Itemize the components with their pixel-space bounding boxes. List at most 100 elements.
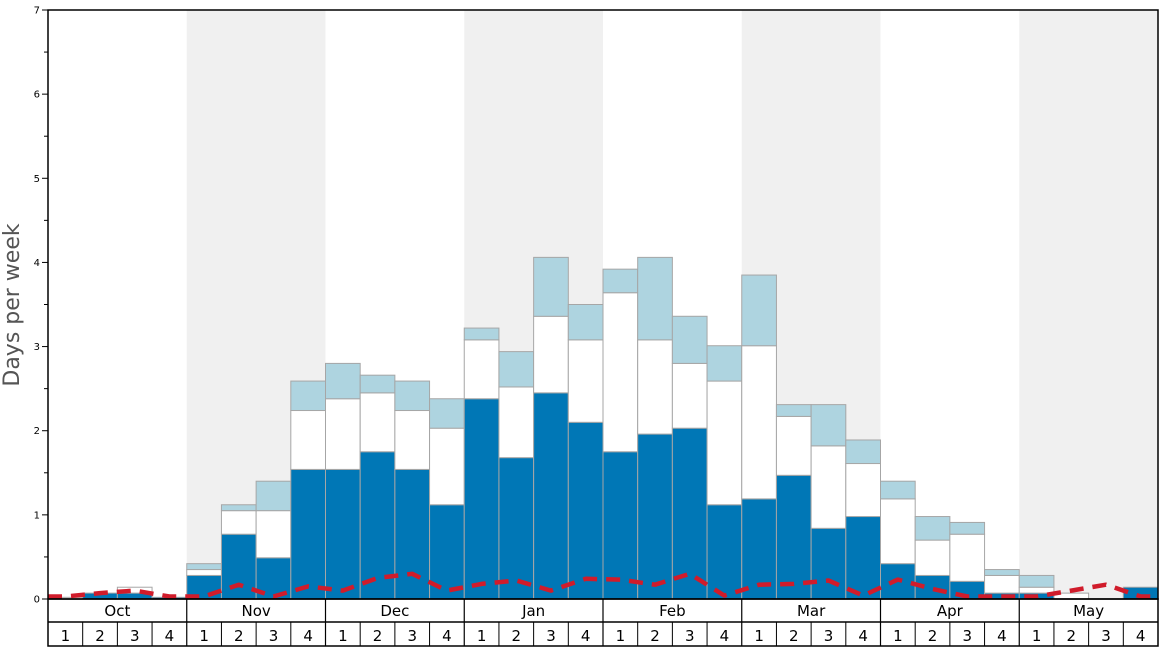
bar-segment-light	[394, 380, 431, 412]
bar-segment-dark	[706, 504, 743, 600]
bar-segment-light	[567, 304, 604, 341]
week-label: 2	[234, 627, 244, 645]
dashed-series-line	[48, 571, 1158, 599]
bar-segment-light	[255, 480, 292, 512]
bars-layer	[47, 256, 1159, 600]
bar-segment-light	[845, 439, 881, 465]
bar-segment-white	[810, 445, 847, 529]
bar-segment-white	[602, 292, 639, 453]
week-label: 1	[199, 627, 209, 645]
month-label-oct: Oct	[104, 602, 130, 620]
bar-segment-dark	[602, 451, 639, 600]
week-label: 3	[824, 627, 834, 645]
y-tick-label: 0	[34, 595, 40, 606]
week-label: 1	[893, 627, 903, 645]
bar-segment-white	[880, 498, 916, 565]
month-label-jan: Jan	[521, 602, 545, 620]
bar-segment-light	[463, 327, 500, 341]
month-label-mar: Mar	[797, 602, 826, 620]
week-label: 4	[997, 627, 1007, 645]
bar-segment-light	[290, 380, 326, 412]
week-label: 1	[754, 627, 764, 645]
bar-segment-dark	[671, 427, 708, 600]
week-label: 1	[477, 627, 487, 645]
bar-segment-light	[359, 374, 396, 394]
week-label: 2	[789, 627, 799, 645]
y-tick-label: 1	[34, 510, 40, 521]
bar-segment-dark	[498, 457, 535, 600]
y-tick-label: 5	[34, 174, 40, 185]
bar-segment-dark	[290, 468, 326, 600]
bar-segment-light	[220, 504, 257, 512]
week-label: 2	[1067, 627, 1077, 645]
week-label: 2	[95, 627, 105, 645]
week-label: 2	[650, 627, 660, 645]
bar-segment-white	[775, 415, 812, 476]
bar-segment-dark	[810, 527, 847, 600]
bar-segment-white	[637, 339, 673, 435]
bar-segment-white	[671, 362, 708, 429]
bar-segment-white	[914, 539, 951, 576]
bar-segment-white	[567, 339, 604, 423]
week-label: 3	[269, 627, 279, 645]
week-label: 2	[373, 627, 383, 645]
week-label: 4	[303, 627, 313, 645]
bar-segment-light	[706, 345, 743, 382]
dashed-line-layer	[48, 571, 1158, 599]
month-shade-may	[1019, 10, 1158, 599]
bar-segment-light	[741, 274, 777, 347]
bar-segment-dark	[463, 398, 500, 600]
y-tick-label: 6	[34, 90, 40, 101]
week-label: 2	[928, 627, 938, 645]
week-label: 3	[1101, 627, 1111, 645]
bar-segment-light	[637, 256, 673, 341]
y-axis-label: Days per week	[0, 223, 25, 386]
bar-segment-dark	[533, 392, 569, 600]
bar-segment-white	[498, 386, 535, 459]
bar-segment-dark	[845, 516, 881, 600]
bar-segment-dark	[394, 468, 431, 600]
bar-segment-white	[533, 315, 569, 394]
axis-layer: 0 1 2 3 4 5 6 7 Oct 1 2 3 4 Nov 1 2 3 4 Dec 1 2 3 4 Jan 1 2 3 4 Feb 1…	[34, 6, 1159, 647]
bar-segment-white	[463, 339, 500, 400]
week-label: 4	[720, 627, 730, 645]
week-label: 3	[546, 627, 556, 645]
week-label: 1	[1032, 627, 1042, 645]
bar-segment-white	[255, 510, 292, 559]
bar-segment-light	[880, 480, 916, 500]
week-label: 4	[858, 627, 868, 645]
bar-segment-dark	[637, 433, 673, 600]
bar-segment-light	[533, 256, 569, 317]
week-label: 3	[130, 627, 140, 645]
week-label: 2	[512, 627, 522, 645]
bar-segment-white	[949, 533, 986, 582]
bar-segment-white	[359, 392, 396, 453]
bar-segment-light	[186, 563, 222, 571]
bar-segment-white	[741, 345, 777, 500]
bar-segment-light	[984, 569, 1020, 576]
bar-segment-white	[186, 569, 222, 576]
bar-segment-light	[602, 268, 639, 294]
bar-segment-light	[498, 351, 535, 388]
y-tick-label: 2	[34, 426, 40, 437]
bar-segment-white	[325, 398, 361, 470]
month-label-dec: Dec	[380, 602, 409, 620]
month-label-apr: Apr	[937, 602, 964, 620]
week-label: 1	[338, 627, 348, 645]
week-label: 4	[1136, 627, 1146, 645]
bar-segment-white	[984, 574, 1020, 594]
bar-segment-white	[290, 410, 326, 470]
bar-segment-dark	[220, 533, 257, 600]
bar-segment-white	[429, 427, 465, 506]
y-tick-label: 7	[34, 6, 40, 17]
week-label: 4	[165, 627, 175, 645]
bar-segment-white	[394, 410, 431, 470]
y-tick-label: 4	[34, 258, 40, 269]
week-label: 3	[407, 627, 417, 645]
bar-segment-white	[220, 510, 257, 535]
bar-segment-dark	[325, 468, 361, 600]
week-label: 4	[442, 627, 452, 645]
month-label-nov: Nov	[241, 602, 270, 620]
